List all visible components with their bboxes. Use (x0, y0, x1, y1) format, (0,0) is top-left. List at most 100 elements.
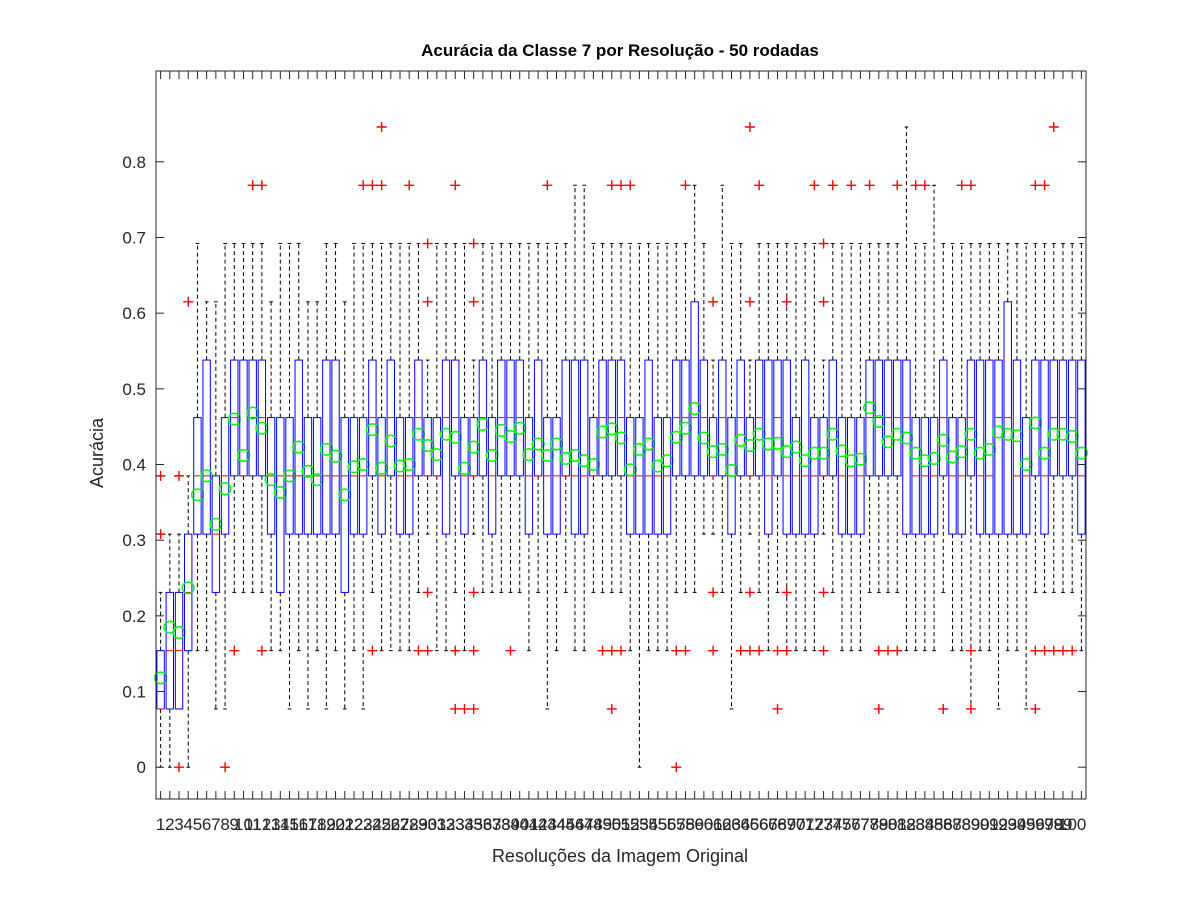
x-tick-label: 33 (446, 815, 465, 834)
x-tick-label: 28 (400, 815, 419, 834)
x-tick-label: 81 (888, 815, 907, 834)
box (800, 359, 810, 535)
outlier-marker (376, 122, 387, 132)
x-tick-label: 21 (335, 815, 354, 834)
outlier-marker (864, 180, 875, 191)
outlier-marker (376, 180, 387, 191)
x-tick-label: 7 (211, 815, 220, 834)
outlier-marker (1048, 645, 1059, 656)
box (764, 359, 773, 535)
y-tick-label: 0.6 (122, 304, 146, 323)
x-tick-label: 5 (193, 815, 202, 834)
axes-frame (155, 70, 1087, 800)
outlier-marker (735, 645, 746, 656)
mean-marker (181, 581, 195, 595)
x-tick-label: 94 (1007, 815, 1026, 834)
box (690, 301, 699, 477)
outlier-marker (744, 587, 755, 598)
box (202, 359, 211, 535)
outlier-marker (818, 238, 829, 249)
outlier-marker (956, 180, 967, 191)
outlier-marker (413, 645, 424, 656)
x-tick-label: 84 (915, 815, 934, 834)
outlier-marker (625, 180, 636, 191)
outlier-marker (404, 180, 415, 191)
x-tick-label: 61 (704, 815, 723, 834)
outlier-marker (744, 122, 755, 132)
x-tick-label: 83 (906, 815, 925, 834)
outlier-marker (1048, 122, 1059, 132)
x-tick-label: 54 (639, 815, 658, 834)
axes-background (156, 71, 1086, 799)
x-tick-label: 9 (230, 815, 239, 834)
x-tick-label: 60 (694, 815, 713, 834)
outlier-marker (1039, 180, 1050, 191)
x-tick-label: 35 (464, 815, 483, 834)
outlier-marker (422, 645, 433, 656)
outlier-marker (873, 645, 884, 656)
outlier-marker (367, 180, 378, 191)
outlier-marker (919, 180, 930, 191)
outlier-marker (818, 587, 829, 598)
box (902, 359, 911, 535)
outlier-marker (542, 180, 553, 191)
outlier-marker (155, 529, 166, 540)
x-tick-label: 24 (363, 815, 382, 834)
outlier-marker (744, 296, 755, 307)
x-tick-label: 87 (943, 815, 962, 834)
outlier-marker (220, 762, 231, 773)
x-tick-label: 50 (602, 815, 621, 834)
x-tick-label: 31 (427, 815, 446, 834)
box (322, 359, 331, 535)
outlier-marker (247, 180, 258, 191)
x-tick-label: 57 (667, 815, 686, 834)
outlier-marker (708, 587, 719, 598)
outlier-marker (772, 645, 783, 656)
outlier-marker (256, 645, 267, 656)
x-tick-label: 20 (326, 815, 345, 834)
x-tick-label: 3 (174, 815, 183, 834)
outlier-marker (781, 296, 792, 307)
x-tick-label: 11 (244, 815, 262, 834)
x-tick-label: 18 (308, 815, 327, 834)
x-tick-label: 27 (391, 815, 410, 834)
box (294, 359, 303, 535)
x-tick-label: 36 (473, 815, 492, 834)
box (276, 417, 285, 593)
x-tick-label: 43 (538, 815, 557, 834)
x-tick-label: 2 (165, 815, 174, 834)
x-tick-label: 91 (980, 815, 999, 834)
x-tick-label: 58 (676, 815, 695, 834)
x-tick-label: 53 (630, 815, 649, 834)
x-tick-label: 70 (786, 815, 805, 834)
x-tick-label: 97 (1035, 815, 1054, 834)
x-tick-label: 95 (1017, 815, 1036, 834)
x-tick-label: 96 (1026, 815, 1045, 834)
outlier-marker (616, 180, 626, 191)
x-tick-label: 85 (925, 815, 944, 834)
x-tick-label: 99 (1054, 815, 1073, 834)
x-tick-label: 29 (409, 815, 428, 834)
x-tick-label: 76 (842, 815, 861, 834)
outlier-marker (606, 703, 617, 714)
y-tick-label: 0.3 (122, 531, 146, 550)
outlier-marker (883, 645, 894, 656)
x-tick-label: 69 (777, 815, 796, 834)
outlier-marker (1030, 645, 1041, 656)
x-tick-label: 15 (280, 815, 299, 834)
x-tick-label: 78 (860, 815, 879, 834)
x-tick-label: 77 (851, 815, 870, 834)
outlier-marker (616, 645, 626, 656)
x-tick-label: 89 (961, 815, 980, 834)
x-tick-label: 17 (298, 815, 317, 834)
x-tick-label: 14 (271, 815, 290, 834)
x-tick-label: 73 (814, 815, 833, 834)
x-tick-label: 72 (805, 815, 824, 834)
outlier-marker (708, 296, 719, 307)
x-tick-label: 13 (262, 815, 281, 834)
x-tick-label: 98 (1044, 815, 1063, 834)
outlier-marker (1067, 645, 1078, 656)
x-tick-label: 52 (621, 815, 640, 834)
marks-layer (154, 122, 1088, 773)
outlier-marker (818, 645, 829, 656)
